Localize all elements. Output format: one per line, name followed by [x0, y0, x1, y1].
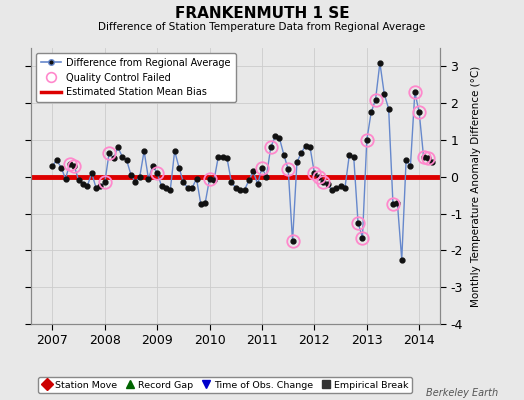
Text: FRANKENMUTH 1 SE: FRANKENMUTH 1 SE: [174, 6, 350, 21]
Text: Berkeley Earth: Berkeley Earth: [425, 388, 498, 398]
Legend: Station Move, Record Gap, Time of Obs. Change, Empirical Break: Station Move, Record Gap, Time of Obs. C…: [38, 377, 412, 393]
Y-axis label: Monthly Temperature Anomaly Difference (°C): Monthly Temperature Anomaly Difference (…: [471, 65, 481, 307]
Text: Difference of Station Temperature Data from Regional Average: Difference of Station Temperature Data f…: [99, 22, 425, 32]
Legend: Difference from Regional Average, Quality Control Failed, Estimated Station Mean: Difference from Regional Average, Qualit…: [36, 53, 236, 102]
